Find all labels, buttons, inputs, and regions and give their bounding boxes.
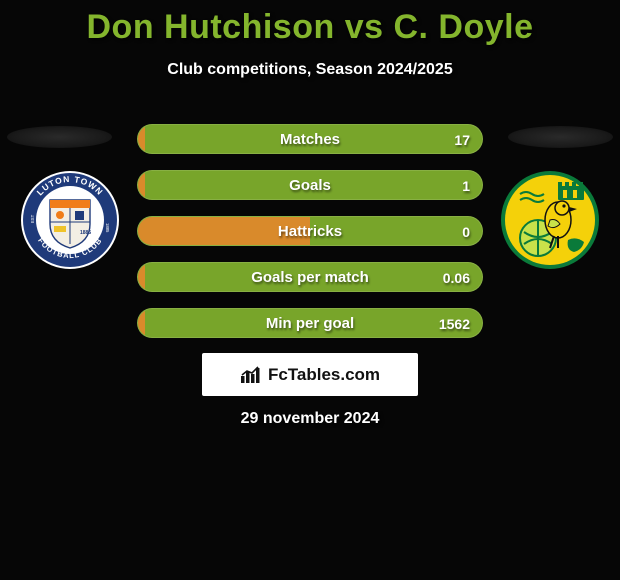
stat-label: Matches [138, 125, 482, 153]
stat-row: Min per goal1562 [137, 308, 483, 338]
brand-box: FcTables.com [202, 353, 418, 396]
stat-value-right: 0 [462, 217, 470, 246]
bars-icon [240, 366, 262, 384]
stat-label: Hattricks [138, 217, 482, 245]
comparison-bars: Matches17 Goals1 Hattricks0 Goals per match… [137, 124, 483, 354]
badge-shadow-left [7, 126, 112, 148]
svg-text:EST: EST [30, 214, 35, 223]
club-badge-left: LUTON TOWN FOOTBALL CLUB 1885 EST 1885 [20, 170, 120, 270]
svg-text:1885: 1885 [105, 223, 110, 233]
stat-row: Goals1 [137, 170, 483, 200]
stat-label: Goals [138, 171, 482, 199]
stat-value-right: 1 [462, 171, 470, 200]
stat-value-right: 1562 [439, 309, 470, 338]
stat-value-right: 17 [454, 125, 470, 154]
club-badge-right [500, 170, 600, 270]
stat-row: Hattricks0 [137, 216, 483, 246]
stat-row: Matches17 [137, 124, 483, 154]
stat-value-right: 0.06 [443, 263, 470, 292]
svg-text:1885: 1885 [80, 230, 91, 236]
page-subtitle: Club competitions, Season 2024/2025 [0, 61, 620, 79]
stat-row: Goals per match0.06 [137, 262, 483, 292]
page-title: Don Hutchison vs C. Doyle [0, 0, 620, 47]
brand-text: FcTables.com [268, 365, 380, 385]
stat-label: Goals per match [138, 263, 482, 291]
footer-date: 29 november 2024 [0, 410, 620, 428]
norwich-badge-icon [500, 170, 600, 270]
badge-shadow-right [508, 126, 613, 148]
stat-label: Min per goal [138, 309, 482, 337]
luton-badge-icon: LUTON TOWN FOOTBALL CLUB 1885 EST 1885 [20, 170, 120, 270]
